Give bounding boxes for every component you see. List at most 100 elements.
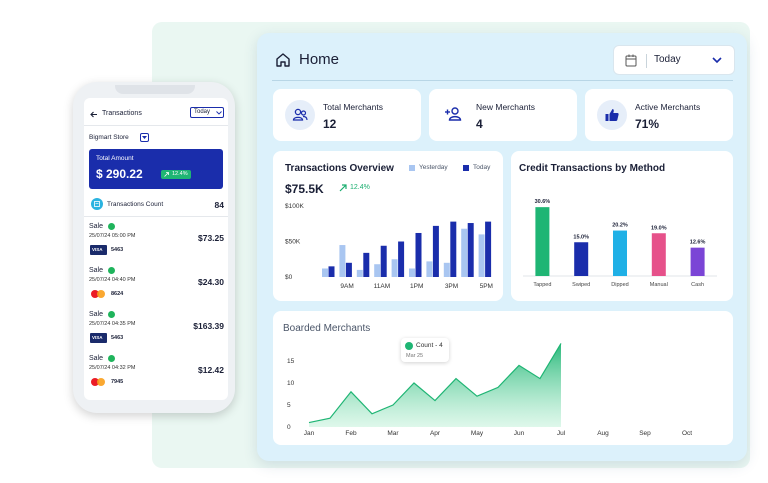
bar-manual [651, 233, 666, 276]
overview-change: 12.4% [350, 184, 370, 191]
caret-down-icon [142, 136, 147, 139]
back-arrow-icon[interactable] [90, 111, 98, 118]
total-amount-label: Total Amount [96, 155, 134, 162]
transaction-datetime: 25/07/24 04:35 PM [89, 321, 136, 327]
bar-today [398, 241, 405, 277]
page-title: Home [299, 51, 340, 68]
dashboard-header: Home Today [257, 33, 747, 83]
stat-value: 12 [323, 117, 337, 131]
stat-card-new-merchants[interactable]: New Merchants 4 [429, 89, 577, 141]
store-dropdown[interactable] [140, 133, 149, 142]
check-circle-icon [108, 355, 115, 362]
x-tick-label: 1PM [410, 283, 423, 290]
transaction-amount: $73.25 [198, 233, 224, 243]
value-label: 12.6% [690, 240, 706, 246]
x-tick-label: Jan [304, 430, 315, 437]
dashboard-window: Home Today Total Merchants 12 New Mercha… [257, 33, 747, 461]
check-circle-icon [108, 267, 115, 274]
card-title: Boarded Merchants [283, 323, 371, 334]
x-tick-label: 5PM [480, 283, 493, 290]
total-change-badge: 12.4% [161, 170, 191, 179]
calendar-icon [625, 54, 637, 67]
bar-today [345, 262, 352, 277]
thumbs-up-icon [605, 109, 619, 121]
value-label: 30.6% [535, 199, 551, 205]
check-circle-icon [108, 223, 115, 230]
value-label: 19.0% [651, 225, 667, 231]
y-tick-label: 10 [287, 380, 295, 387]
visa-label: VISA [92, 335, 103, 340]
bar-yesterday [339, 245, 346, 277]
legend-swatch-yesterday [409, 165, 415, 171]
stat-value: 4 [476, 117, 483, 131]
transaction-row[interactable]: Sale 25/07/24 04:40 PM $24.30 8624 [84, 267, 228, 311]
transactions-count-value: 84 [214, 200, 224, 210]
bar-yesterday [426, 261, 433, 277]
bar-swiped [574, 242, 589, 276]
card-last4: 8624 [111, 291, 124, 297]
home-icon[interactable] [275, 52, 291, 68]
x-tick-label: Jun [514, 430, 525, 437]
tooltip-date: Mar 25 [406, 353, 424, 359]
value-label: 20.2% [612, 223, 628, 229]
bar-yesterday [461, 228, 468, 277]
y-tick-label: 0 [287, 424, 291, 431]
store-name: Bigmart Store [89, 134, 129, 141]
bar-today [380, 245, 387, 277]
total-change-value: 12.4% [172, 171, 188, 177]
legend-swatch-today [463, 165, 469, 171]
total-amount-value: $ 290.22 [96, 167, 143, 181]
transaction-amount: $12.42 [198, 365, 224, 375]
phone-filter-select[interactable]: Today [190, 107, 224, 118]
transaction-row[interactable]: Sale 25/07/24 05:00 PM $73.25 VISA 5463 [84, 223, 228, 267]
stat-card-active-merchants[interactable]: Active Merchants 71% [585, 89, 733, 141]
tooltip-label: Count - 4 [416, 342, 443, 349]
transactions-count-label: Transactions Count [107, 201, 164, 208]
bar-today [467, 223, 474, 277]
date-range-select[interactable]: Today [613, 45, 735, 75]
bar-yesterday [374, 264, 381, 277]
divider [84, 125, 228, 126]
x-tick-label: 3PM [445, 283, 458, 290]
credit-method-chart: 30.6% Tapped 15.0% Swiped 20.2% Dipped 19.0% Ma… [523, 199, 717, 288]
transactions-count-icon [91, 198, 103, 210]
add-user-icon [445, 107, 462, 121]
stat-icon-bg [597, 100, 627, 130]
y-tick-label: $50K [285, 239, 301, 246]
transaction-row[interactable]: Sale 25/07/24 04:32 PM $12.42 7945 [84, 355, 228, 399]
y-tick-label: $100K [285, 203, 304, 210]
mastercard-icon [90, 289, 107, 299]
legend-label-today: Today [473, 164, 491, 171]
y-tick-label: 5 [287, 402, 291, 409]
check-circle-icon [108, 311, 115, 318]
bar-today [328, 266, 335, 277]
transactions-overview-card: Transactions Overview Yesterday Today $7… [273, 151, 503, 301]
header-divider [272, 80, 733, 81]
series-line [308, 343, 562, 424]
transaction-type: Sale [89, 355, 104, 362]
card-title: Transactions Overview [285, 163, 394, 174]
x-tick-label: Oct [682, 430, 692, 437]
x-tick-label: Manual [650, 282, 668, 288]
x-tick-label: Tapped [533, 282, 551, 288]
phone-notch [115, 85, 195, 94]
x-tick-label: Jul [557, 430, 566, 437]
bar-yesterday [478, 234, 485, 277]
stat-card-total-merchants[interactable]: Total Merchants 12 [273, 89, 421, 141]
bar-tapped [535, 207, 550, 276]
total-amount-card: Total Amount $ 290.22 12.4% [89, 149, 223, 189]
visa-card-icon: VISA [90, 245, 107, 255]
bar-today [432, 225, 439, 277]
y-tick-label: $0 [285, 274, 293, 281]
trend-up-icon [339, 184, 347, 192]
date-select-value: Today [654, 54, 681, 65]
x-tick-label: Feb [345, 430, 357, 437]
stat-value: 71% [635, 117, 660, 131]
receipt-icon [94, 201, 100, 207]
bar-cash [690, 247, 705, 276]
transaction-row[interactable]: Sale 25/07/24 04:35 PM $163.39 VISA 5463 [84, 311, 228, 355]
y-tick-label: 15 [287, 358, 295, 365]
x-tick-label: Swiped [572, 282, 590, 288]
x-tick-label: May [471, 430, 484, 437]
x-tick-label: Sep [639, 430, 651, 437]
